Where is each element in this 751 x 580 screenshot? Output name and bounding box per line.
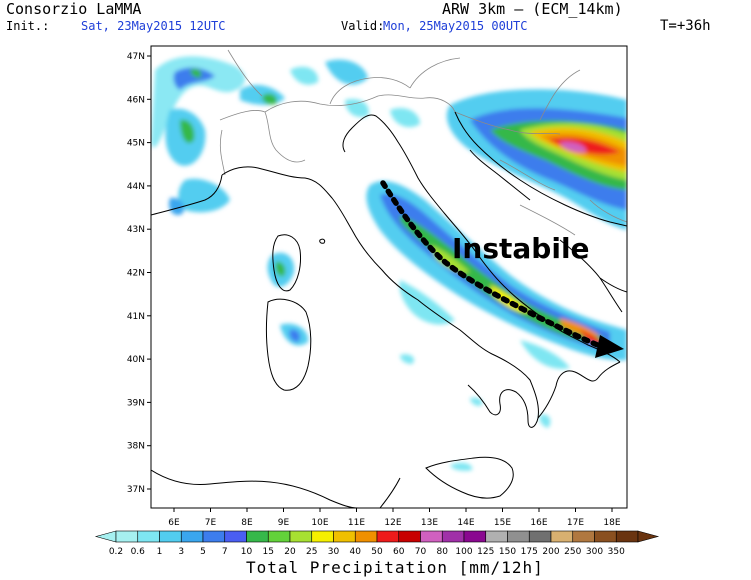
legend-swatch <box>333 530 356 543</box>
legend-swatch <box>289 530 313 543</box>
lat-tick-label: 46N <box>127 95 145 105</box>
legend-label: 15 <box>263 547 274 557</box>
legend-label: 150 <box>499 547 516 557</box>
legend-swatch <box>159 530 182 543</box>
legend-label: 80 <box>437 547 449 557</box>
legend-label: 7 <box>222 547 228 557</box>
legend-swatch <box>550 530 574 543</box>
lat-tick-label: 45N <box>127 139 145 149</box>
legend-label: 70 <box>415 547 427 557</box>
lon-tick-label: 13E <box>421 518 438 528</box>
legend-swatch <box>420 530 443 543</box>
legend-swatch <box>202 530 226 543</box>
legend-label: 350 <box>608 547 625 557</box>
lon-tick-label: 8E <box>241 518 253 528</box>
legend-label: 30 <box>328 547 340 557</box>
lead-time: T=+36h <box>660 18 711 34</box>
legend-label: 0.2 <box>109 547 123 557</box>
legend-label: 10 <box>241 547 253 557</box>
precipitation-legend: 0.2 0.6 1 3 5 7 10 15 20 25 30 40 50 60 70 80 100 125 150 1… <box>94 530 660 557</box>
legend-swatch <box>376 530 400 543</box>
legend-swatch <box>246 530 269 543</box>
lon-tick-label: 9E <box>278 518 290 528</box>
legend-swatch <box>572 530 595 543</box>
legend-label: 60 <box>393 547 405 557</box>
model-title: ARW 3km – (ECM_14km) <box>442 0 623 18</box>
legend-swatch <box>463 530 487 543</box>
init-label: Init.: <box>6 19 50 33</box>
lon-tick-label: 11E <box>348 518 365 528</box>
legend-title: Total Precipitation [mm/12h] <box>246 558 544 577</box>
legend-swatch <box>180 530 204 543</box>
lat-tick-label: 47N <box>127 52 145 62</box>
legend-label: 250 <box>564 547 581 557</box>
lon-tick-label: 14E <box>457 518 474 528</box>
legend-label: 50 <box>371 547 383 557</box>
lat-tick-label: 44N <box>127 182 145 192</box>
legend-label: 125 <box>477 547 494 557</box>
legend-label: 100 <box>455 547 472 557</box>
legend-swatch <box>507 530 530 543</box>
longitude-axis: 6E 7E 8E 9E 10E 11E 12E 13E 14E 15E 16E 17E 18E <box>168 508 621 528</box>
lon-tick-label: 17E <box>567 518 584 528</box>
legend-swatch <box>354 530 378 543</box>
legend-swatch <box>441 530 465 543</box>
legend-label: 300 <box>586 547 603 557</box>
legend-swatch <box>115 530 139 543</box>
lon-tick-label: 15E <box>494 518 511 528</box>
legend-label: 25 <box>306 547 317 557</box>
legend-label: 1 <box>157 547 163 557</box>
lat-tick-label: 43N <box>127 225 145 235</box>
instabile-annotation: Instabile <box>452 232 590 265</box>
legend-label: 5 <box>200 547 206 557</box>
legend-swatch <box>485 530 508 543</box>
latitude-axis: 47N 46N 45N 44N 43N 42N 41N 40N 39N 38N 37N <box>127 52 151 495</box>
lat-tick-label: 38N <box>127 442 145 452</box>
map-frame <box>150 45 628 509</box>
lon-tick-label: 18E <box>603 518 620 528</box>
lat-tick-label: 42N <box>127 269 145 279</box>
legend-swatch <box>224 530 247 543</box>
legend-swatch <box>267 530 291 543</box>
legend-arrow-left <box>94 530 117 543</box>
legend-label: 175 <box>521 547 538 557</box>
lon-tick-label: 12E <box>384 518 401 528</box>
dotted-arrow-southeast <box>380 180 624 358</box>
legend-swatch <box>615 530 639 543</box>
lat-tick-label: 37N <box>127 485 145 495</box>
lon-tick-label: 7E <box>205 518 217 528</box>
legend-label: 40 <box>350 547 362 557</box>
legend-swatch <box>137 530 160 543</box>
legend-label: 20 <box>284 547 296 557</box>
valid-value: Mon, 25May2015 00UTC <box>383 19 528 33</box>
org-title: Consorzio LaMMA <box>6 0 142 18</box>
lon-tick-label: 6E <box>168 518 180 528</box>
legend-swatch <box>528 530 552 543</box>
legend-label: 200 <box>542 547 559 557</box>
lat-tick-label: 40N <box>127 355 145 365</box>
legend-swatch <box>594 530 617 543</box>
lat-tick-label: 39N <box>127 398 145 408</box>
lon-tick-label: 16E <box>530 518 547 528</box>
legend-label: 0.6 <box>131 547 146 557</box>
init-value: Sat, 23May2015 12UTC <box>81 19 226 33</box>
legend-label: 3 <box>178 547 184 557</box>
legend-swatch <box>311 530 334 543</box>
lon-tick-label: 10E <box>311 518 328 528</box>
legend-swatch <box>398 530 421 543</box>
legend-arrow-right <box>637 530 660 543</box>
precip-layer <box>151 56 627 471</box>
country-borders <box>219 49 627 236</box>
valid-label: Valid: <box>341 19 385 33</box>
lat-tick-label: 41N <box>127 312 145 322</box>
